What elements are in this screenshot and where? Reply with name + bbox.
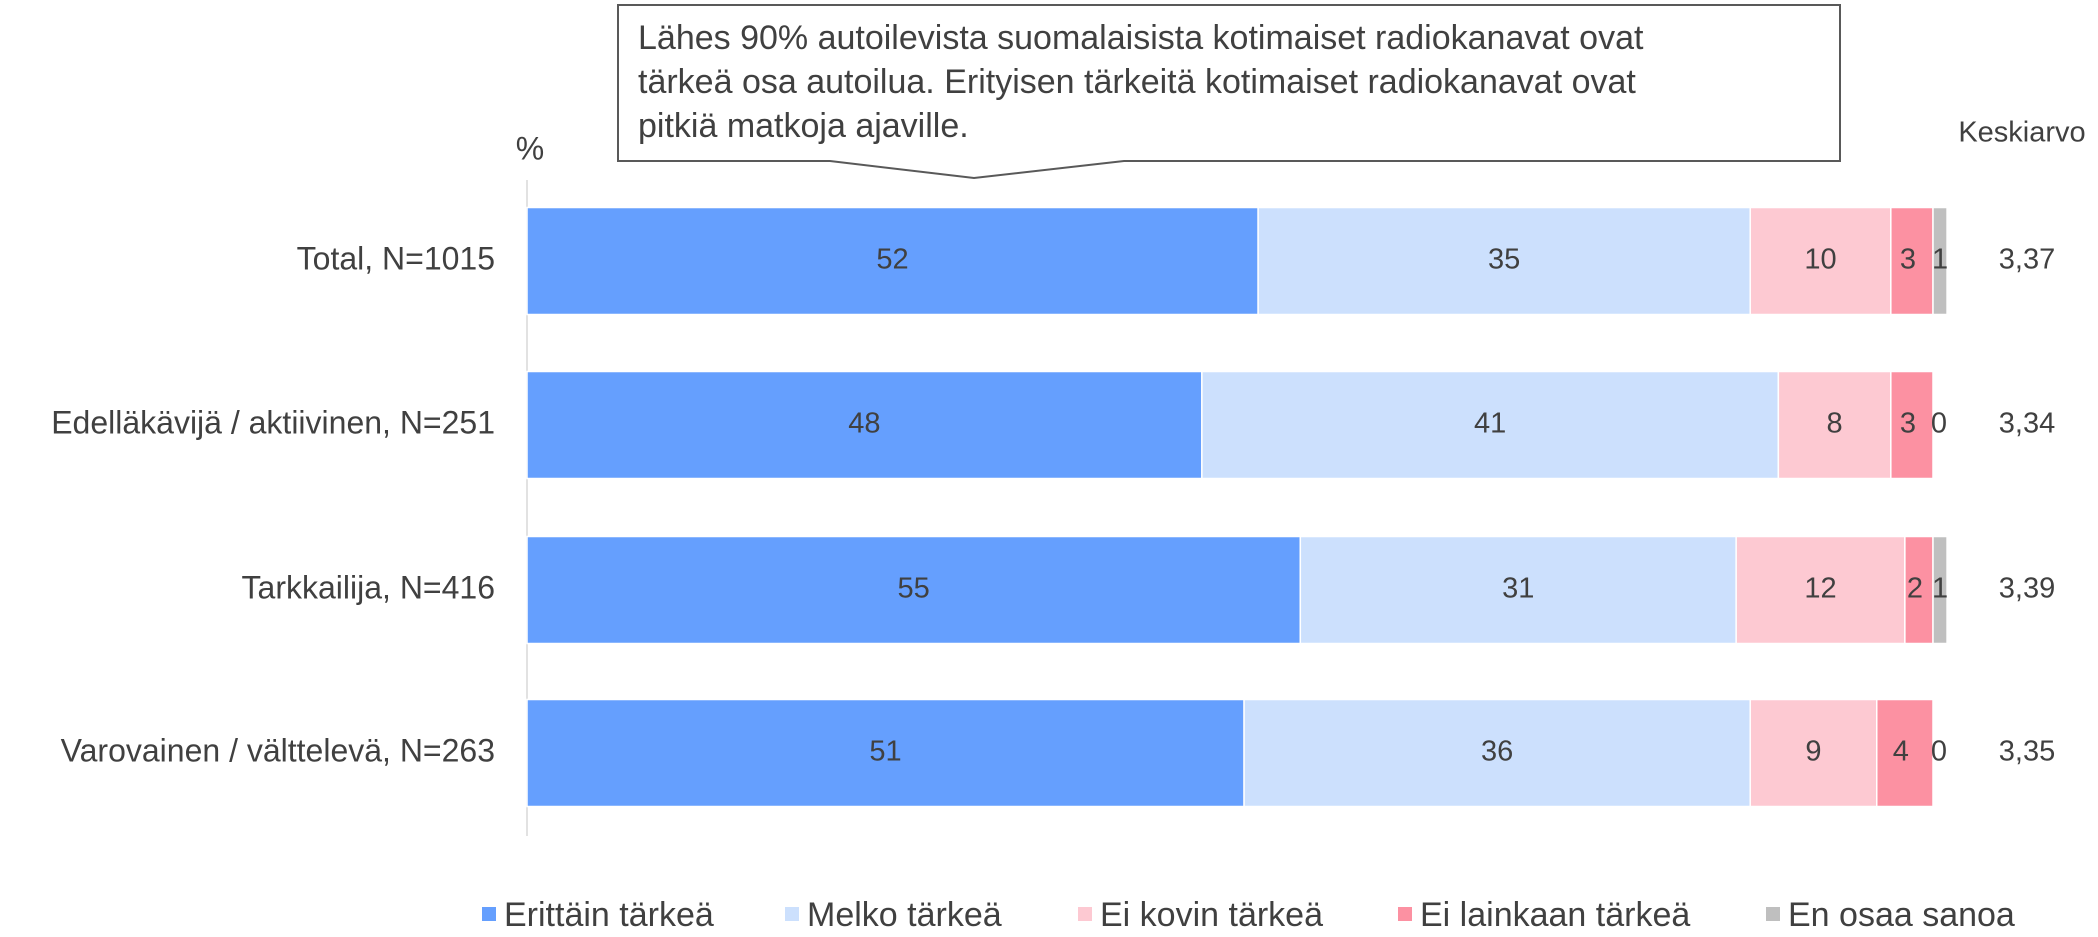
average-label: 3,39 [1999, 573, 2055, 605]
bar-segment [1299, 535, 1737, 645]
data-label: 8 [1827, 408, 1843, 440]
category-label: Tarkkailija, N=416 [242, 569, 495, 605]
legend-label: Erittäin tärkeä [504, 896, 714, 934]
legend-label: Ei lainkaan tärkeä [1420, 896, 1690, 934]
data-label: 31 [1502, 573, 1534, 605]
bar-segment [1735, 535, 1906, 645]
average-label: 3,37 [1999, 244, 2055, 276]
annotation-line: tärkeä osa autoilua. Erityisen tärkeitä … [638, 63, 1636, 101]
data-label: 2 [1907, 573, 1923, 605]
legend-swatch [1766, 907, 1780, 921]
bar-segment [526, 370, 1203, 480]
data-label: 35 [1488, 244, 1520, 276]
data-label: 41 [1474, 408, 1506, 440]
legend-swatch [1078, 907, 1092, 921]
legend-label: Melko tärkeä [807, 896, 1002, 934]
data-label: 9 [1805, 736, 1821, 768]
data-label: 51 [869, 736, 901, 768]
data-label: 36 [1481, 736, 1513, 768]
data-label: 48 [848, 408, 880, 440]
bar-segment [1257, 206, 1751, 316]
average-title: Keskiarvo [1958, 117, 2085, 149]
data-label: 0 [1931, 408, 1947, 440]
bar-segment [1243, 698, 1751, 808]
data-label: 3 [1900, 244, 1916, 276]
data-label: 0 [1931, 736, 1947, 768]
bar-segment [1876, 698, 1934, 808]
average-label: 3,35 [1999, 736, 2055, 768]
legend-swatch [785, 907, 799, 921]
bar-segment [1749, 206, 1892, 316]
data-label: 3 [1900, 408, 1916, 440]
annotation-line: Lähes 90% autoilevista suomalaisista kot… [638, 19, 1644, 57]
average-label: 3,34 [1999, 408, 2055, 440]
bar-segment [1890, 370, 1934, 480]
bar-segment [526, 698, 1245, 808]
data-label: 1 [1932, 573, 1948, 605]
data-label: 10 [1804, 244, 1836, 276]
data-label: 55 [898, 573, 930, 605]
unit-label: % [516, 130, 544, 166]
annotation-line: pitkiä matkoja ajaville. [638, 107, 969, 145]
legend-swatch [1398, 907, 1412, 921]
data-label: 12 [1804, 573, 1836, 605]
bar-segment [1932, 535, 1948, 645]
category-label: Edelläkävijä / aktiivinen, N=251 [51, 404, 495, 440]
callout [617, 4, 1841, 180]
legend-swatch [482, 907, 496, 921]
bar-segment [1932, 206, 1948, 316]
bar-segment [1904, 535, 1934, 645]
bar-segment [1777, 370, 1892, 480]
bar-segment [1201, 370, 1780, 480]
category-label: Varovainen / välttelevä, N=263 [61, 732, 495, 768]
bar-segment [1749, 698, 1878, 808]
legend-label: En osaa sanoa [1788, 896, 2015, 934]
legend-label: Ei kovin tärkeä [1100, 896, 1323, 934]
data-label: 1 [1932, 244, 1948, 276]
data-label: 4 [1893, 736, 1909, 768]
data-label: 52 [876, 244, 908, 276]
category-label: Total, N=1015 [297, 240, 495, 276]
bar-segment [526, 206, 1259, 316]
